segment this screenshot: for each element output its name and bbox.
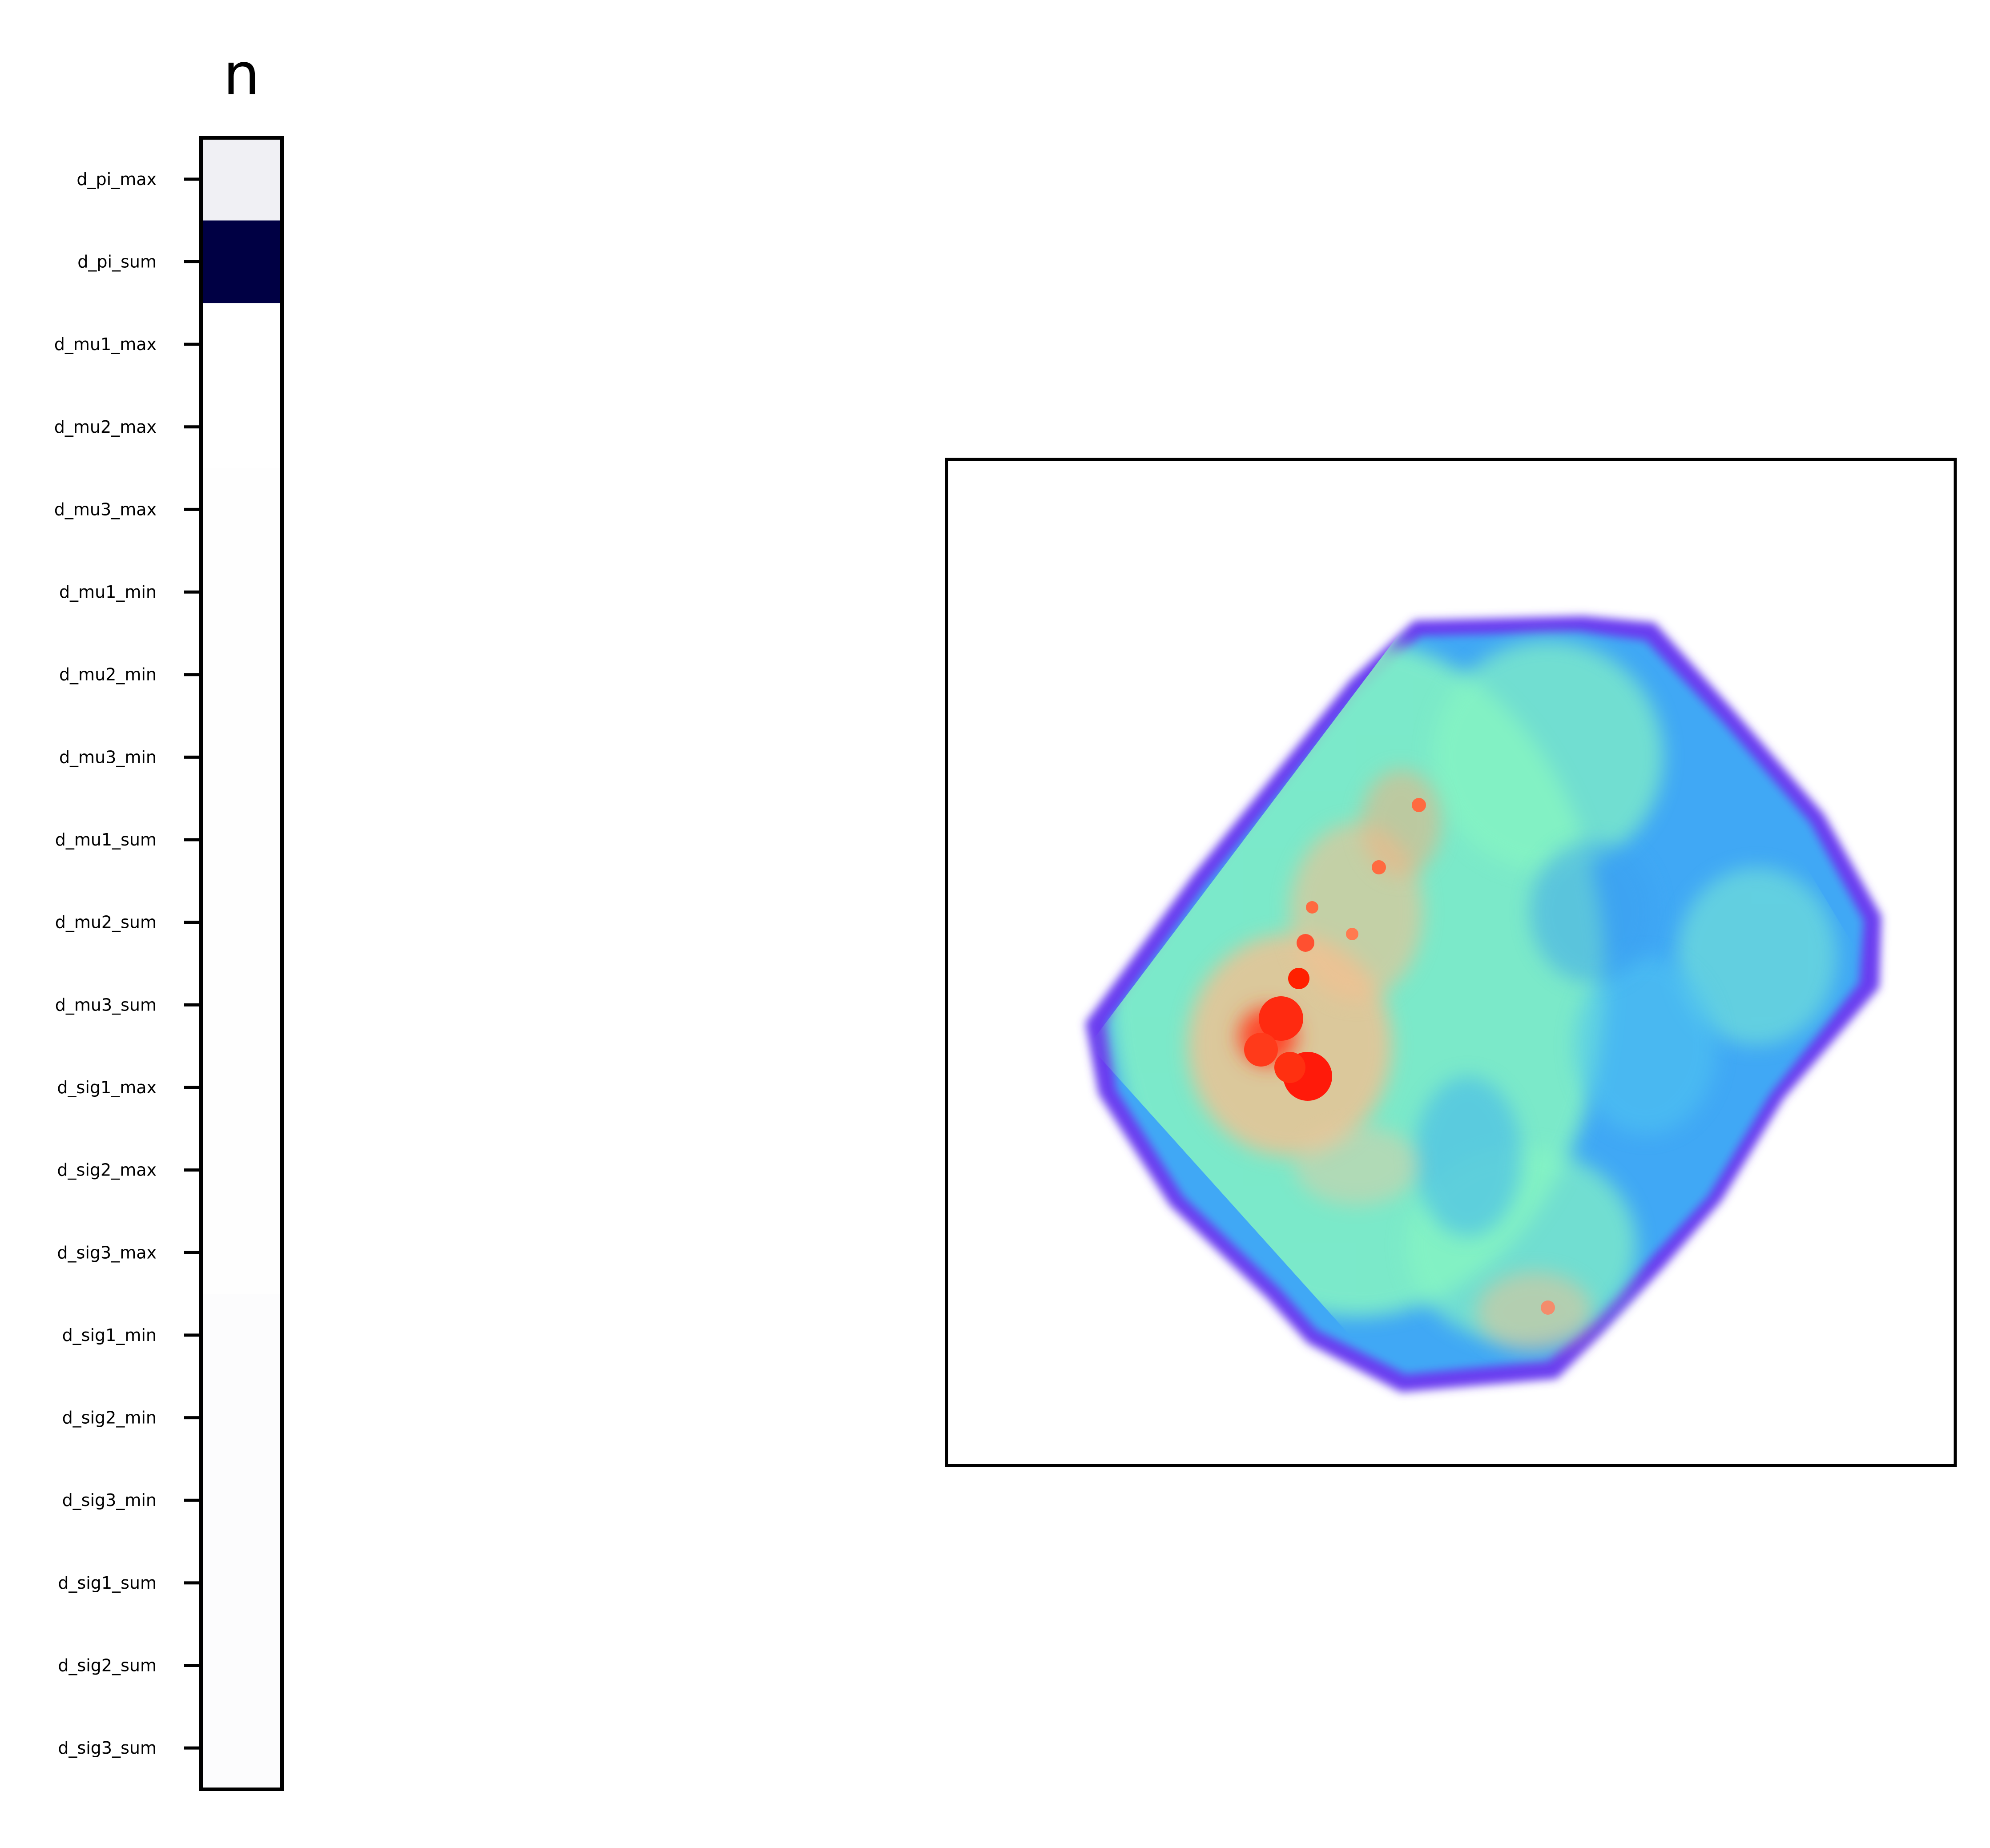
heatmap-tick-label: d_mu1_min — [59, 582, 157, 602]
heatmap-tick-label: d_sig3_min — [62, 1490, 157, 1510]
heatmap-cell — [201, 1624, 282, 1707]
heatmap-cell — [201, 1707, 282, 1790]
heatmap-tick-label: d_mu3_sum — [55, 995, 157, 1015]
heatmap-cell — [201, 468, 282, 551]
heatmap-cell — [201, 633, 282, 717]
heatmap-cell — [201, 385, 282, 469]
heatmap-cells — [201, 138, 282, 1790]
heatmap-tick-label: d_mu2_min — [59, 665, 157, 684]
heatmap-cell — [201, 881, 282, 964]
heatmap-cell — [201, 963, 282, 1047]
heatmap-title: n — [223, 40, 260, 108]
heatmap-tick-label: d_pi_sum — [77, 252, 157, 271]
heatmap-cell — [201, 1294, 282, 1377]
heatmap-cell — [201, 551, 282, 634]
feature-heatmap: n d_pi_max d_pi_sum d_mu1_max d_mu2_max d_mu… — [54, 40, 284, 1791]
heatmap-cell — [201, 1459, 282, 1542]
heatmap-cell — [201, 798, 282, 882]
heatmap-tick-label: d_mu1_sum — [55, 830, 157, 850]
heatmap-tick-label: d_mu1_max — [54, 334, 157, 354]
heatmap-tick-label: d_pi_max — [77, 169, 157, 189]
heatmap-cell — [201, 1046, 282, 1129]
heatmap-tick-label: d_sig3_sum — [58, 1738, 157, 1758]
heatmap-tick-label: d_sig2_max — [57, 1160, 157, 1180]
heatmap-tick-label: d_mu2_max — [54, 417, 157, 437]
heatmap-tick-label: d_sig1_min — [62, 1325, 157, 1345]
heatmap-tick-label: d_sig1_sum — [58, 1573, 157, 1593]
heatmap-cell — [201, 1128, 282, 1212]
heatmap-cell — [201, 303, 282, 386]
heatmap-cell — [201, 1211, 282, 1294]
heatmap-cell — [201, 138, 282, 221]
heatmap-tick-label: d_sig2_min — [62, 1408, 157, 1428]
heatmap-frame — [199, 136, 284, 1791]
density-hot-spots — [1239, 798, 1555, 1315]
heatmap-y-ticks: d_pi_max d_pi_sum d_mu1_max d_mu2_max d_mu3_… — [54, 169, 201, 1758]
heatmap-tick-label: d_mu3_min — [59, 747, 157, 767]
heatmap-cell — [201, 220, 282, 303]
heatmap-tick-label: d_sig2_sum — [58, 1656, 157, 1675]
heatmap-tick-label: d_mu2_sum — [55, 913, 157, 932]
heatmap-cell — [201, 716, 282, 799]
heatmap-cell — [201, 1542, 282, 1625]
heatmap-tick-label: d_sig1_max — [57, 1078, 157, 1097]
heatmap-cell — [201, 1376, 282, 1459]
heatmap-tick-label: d_sig3_max — [57, 1243, 157, 1262]
density-map — [945, 458, 1957, 1467]
heatmap-tick-label: d_mu3_max — [54, 499, 157, 519]
